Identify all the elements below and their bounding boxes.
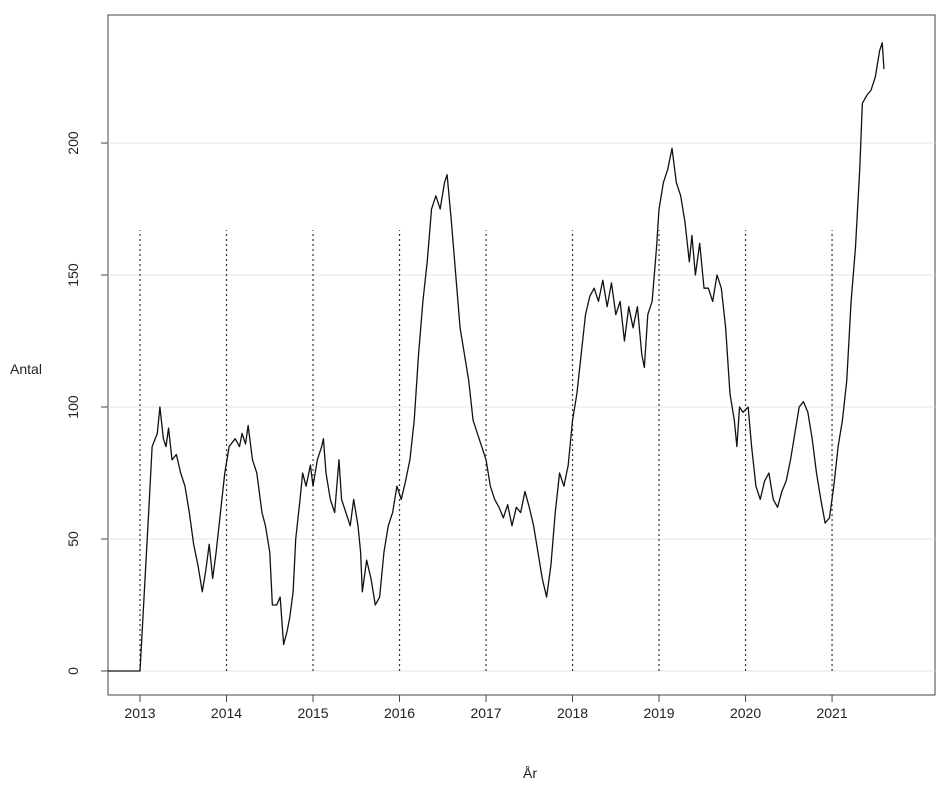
y-tick-label: 200 bbox=[65, 131, 81, 155]
y-tick-label: 100 bbox=[65, 395, 81, 419]
data-line bbox=[108, 42, 885, 672]
x-tick-label: 2018 bbox=[557, 705, 588, 721]
x-tick-label: 2021 bbox=[816, 705, 847, 721]
y-tick-label: 50 bbox=[65, 531, 81, 547]
x-axis-label: År bbox=[523, 765, 537, 781]
x-tick-label: 2015 bbox=[297, 705, 328, 721]
x-tick-label: 2019 bbox=[643, 705, 674, 721]
x-tick-label: 2013 bbox=[124, 705, 155, 721]
y-tick-label: 150 bbox=[65, 263, 81, 287]
x-tick-label: 2016 bbox=[384, 705, 415, 721]
x-tick-label: 2020 bbox=[730, 705, 761, 721]
x-tick-label: 2017 bbox=[470, 705, 501, 721]
y-tick-label: 0 bbox=[65, 667, 81, 675]
y-axis-label: Antal bbox=[10, 361, 42, 377]
x-tick-label: 2014 bbox=[211, 705, 242, 721]
plot-frame bbox=[107, 14, 936, 696]
